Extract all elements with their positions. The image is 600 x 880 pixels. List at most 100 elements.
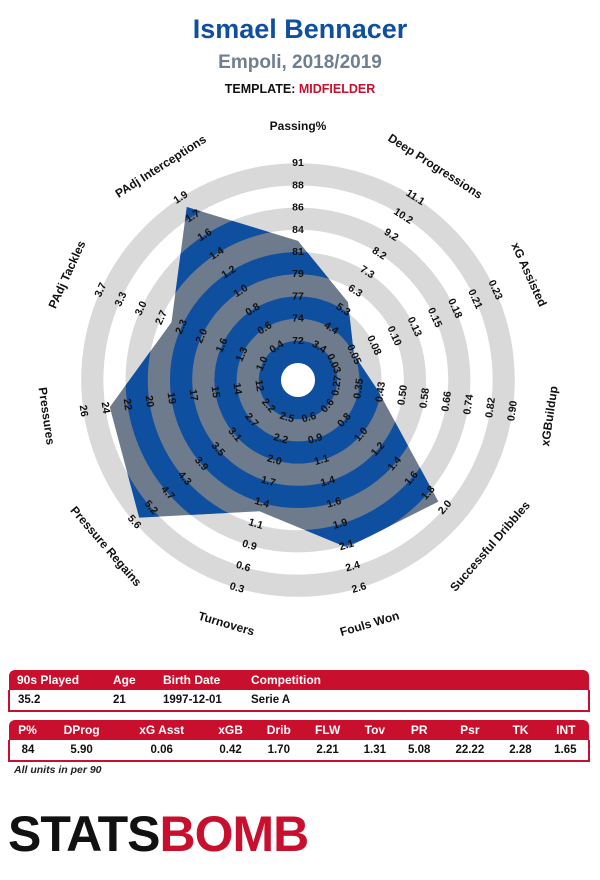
stats-cell: 2.21 [302,740,353,762]
radar-tick-label: 1.3 [234,345,251,363]
player-info-table: 90s Played Age Birth Date Competition 35… [8,670,590,712]
player-polygon [109,207,439,548]
stats-header: Tov [352,720,398,740]
stats-cell: 5.90 [45,740,118,762]
stats-cell: 1.70 [255,740,303,762]
stats-cell: 2.28 [498,740,543,762]
radar-tick-label: 17 [187,388,201,401]
radar-tick-label: 91 [292,157,304,169]
units-footnote: All units in per 90 [14,764,102,776]
radar-tick-label: 77 [292,290,304,302]
radar-tick-label: 0.27 [329,374,344,396]
radar-tick-label: 12 [252,379,266,392]
info-header: Age [105,670,155,690]
stats-header: DProg [45,720,118,740]
radar-tick-label: 0.35 [351,378,366,400]
radar-tick-label: 0.9 [241,538,259,554]
radar-tick-label: 0.9 [307,431,325,447]
radar-tick-label: 2.0 [193,327,210,345]
radar-tick-label: 72 [292,335,304,347]
radar-axis-label: xGBuildup [538,385,561,447]
team-season: Empoli, 2018/2019 [218,52,382,73]
radar-tick-label: 1.1 [313,452,331,468]
stats-cell: 22.22 [441,740,499,762]
radar-tick-label: 2.1 [338,538,356,554]
radar-tick-label: 14 [230,382,244,395]
radar-axis-label: PAdj Tackles [46,238,89,310]
info-cell: 21 [105,690,155,712]
radar-tick-label: 0.74 [461,393,476,415]
radar-tick-label: 0.90 [505,400,520,422]
player-name: Ismael Bennacer [192,14,408,44]
radar-tick-labels: 7274777981848688913.44.45.36.37.38.29.21… [77,157,520,596]
radar-tick-label: 24 [99,401,113,414]
radar-tick-label: 0.50 [395,384,410,406]
stats-header: FLW [302,720,353,740]
radar-tick-label: 22 [121,398,135,411]
radar-tick-label: 26 [77,404,91,417]
stats-header: P% [9,720,46,740]
stats-cell: 0.06 [117,740,207,762]
radar-tick-label: 0.6 [234,559,252,575]
radar-tick-label: 3.7 [92,281,109,299]
radar-tick-label: 3.3 [113,290,130,308]
radar-tick-label: 20 [143,395,157,408]
stats-cell: 5.08 [397,740,442,762]
radar-tick-label: 19 [165,392,179,405]
stats-header: INT [542,720,589,740]
stats-header: PR [397,720,442,740]
stats-header: xG Asst [117,720,207,740]
radar-tick-label: 0.3 [228,580,246,596]
info-cell [351,690,590,712]
radar-axis-label: Turnovers [197,609,257,639]
radar-polygons [109,207,439,548]
info-header: 90s Played [9,670,105,690]
radar-tick-label: 2.3 [173,318,190,336]
radar-tick-label: 79 [292,268,304,280]
stats-header: TK [498,720,543,740]
radar-tick-label: 0.6 [300,410,318,426]
info-header: Competition [243,670,351,690]
stats-header: Psr [441,720,499,740]
radar-tick-label: 0.58 [417,387,432,409]
radar-tick-label: 84 [292,224,304,236]
radar-tick-label: 0.66 [439,390,454,412]
stats-header-row: P% DProg xG Asst xGB Drib FLW Tov PR Psr… [9,720,589,740]
radar-center [281,363,315,397]
radar-tick-label: 0.43 [373,381,388,403]
radar-tick-label: 0.82 [483,397,498,419]
radar-tick-label: 2.7 [153,308,170,326]
radar-tick-label: 1.7 [259,474,277,490]
radar-tick-label: 2.2 [272,431,290,447]
stats-table: P% DProg xG Asst xGB Drib FLW Tov PR Psr… [8,720,591,762]
radar-ring [81,163,515,597]
radar-tick-label: 74 [292,313,304,325]
info-header-row: 90s Played Age Birth Date Competition [9,670,589,690]
radar-chart: 7274777981848688913.44.45.36.37.38.29.21… [36,119,561,639]
radar-axis-label: Passing% [270,119,327,133]
info-cell: 1997-12-01 [155,690,243,712]
radar-tick-label: 1.0 [254,354,271,372]
radar-tick-label: 1.6 [214,336,231,354]
stats-header: xGB [206,720,256,740]
logo-text-bomb: BOMB [159,806,309,862]
radar-tick-label: 2.5 [278,410,296,426]
stats-cell: 1.31 [352,740,398,762]
info-cell: 35.2 [8,690,105,712]
template-line: TEMPLATE: MIDFIELDER [0,82,600,96]
radar-tick-label: 1.9 [332,516,350,532]
radar-tick-label: 1.6 [325,495,343,511]
info-header [351,670,589,690]
stats-cell: 1.65 [542,740,591,762]
stats-cell: 84 [8,740,46,762]
statsbomb-logo: STATSBOMB [8,806,309,862]
logo-text-stats: STATS [8,806,160,862]
radar-tick-label: 86 [292,202,304,214]
radar-tick-label: 2.4 [344,559,362,575]
radar-axis-label: xG Assisted [508,240,549,309]
stats-row: 84 5.90 0.06 0.42 1.70 2.21 1.31 5.08 22… [8,740,591,762]
radar-tick-label: 81 [292,246,304,258]
stats-header: Drib [255,720,303,740]
radar-axis-label: Fouls Won [338,608,401,639]
info-row: 35.2 21 1997-12-01 Serie A [8,690,590,712]
